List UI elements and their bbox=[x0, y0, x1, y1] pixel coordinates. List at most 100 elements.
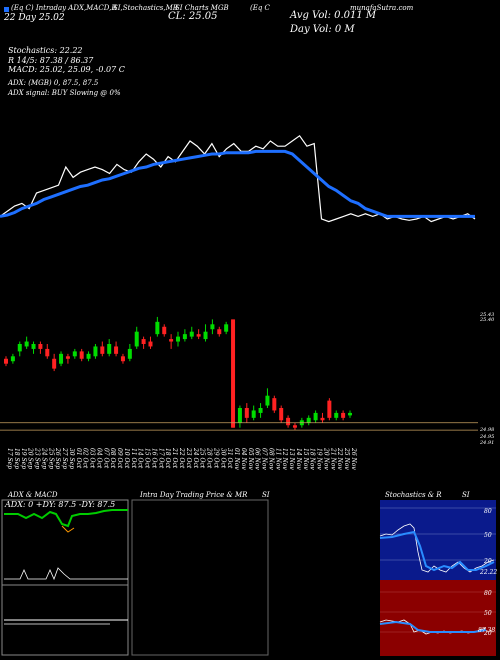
date-label: 21 Oct bbox=[171, 447, 178, 469]
candle-body-10 bbox=[72, 351, 77, 357]
date-label: 24 Oct bbox=[192, 447, 199, 469]
candle-body-3 bbox=[24, 341, 29, 347]
candle-body-37 bbox=[258, 408, 263, 413]
candle-body-15 bbox=[107, 344, 112, 354]
candle-body-41 bbox=[286, 417, 291, 426]
candle-body-21 bbox=[148, 341, 153, 347]
date-label: 22 Nov bbox=[336, 447, 343, 470]
date-label: 18 Sep bbox=[13, 448, 20, 469]
candle-body-48 bbox=[334, 412, 339, 418]
date-axis: 17 Sep 18 Sep 19 Sep 20 Sep 23 Sep 24 Sep 25 S… bbox=[6, 447, 357, 470]
intraday-panel-title: Intra Day Trading Price & MR bbox=[140, 491, 248, 499]
candlestick-area bbox=[4, 316, 352, 431]
date-label: 19 Nov bbox=[316, 448, 323, 470]
header-avg-vol: Avg Vol: 0.011 M bbox=[290, 10, 377, 21]
date-label: 02 Oct bbox=[82, 448, 89, 469]
date-label: 26 Nov bbox=[350, 447, 357, 470]
candle-body-25 bbox=[176, 336, 180, 342]
date-label: 20 Nov bbox=[322, 447, 329, 470]
candle-body-2 bbox=[17, 344, 22, 352]
candle-body-47 bbox=[327, 400, 332, 418]
candle-body-32 bbox=[224, 324, 229, 332]
header-rsi: SI,Stochastics,MR bbox=[113, 4, 179, 12]
candle-body-16 bbox=[114, 346, 119, 354]
date-label: 07 Nov bbox=[261, 448, 268, 470]
date-label: 19 Sep bbox=[20, 448, 27, 469]
candle-body-34 bbox=[237, 408, 242, 423]
candle-body-14 bbox=[100, 346, 105, 354]
date-label: 18 Nov bbox=[309, 448, 316, 470]
candle-body-46 bbox=[320, 417, 325, 421]
candle-body-13 bbox=[93, 346, 98, 357]
stoch-panel-si: SI bbox=[462, 491, 470, 499]
candle-body-9 bbox=[65, 356, 70, 359]
stochastics-panel: 80 50 20 22.22 80 50 20 87.38 bbox=[379, 500, 497, 656]
date-label: 15 Nov bbox=[302, 448, 309, 470]
date-label: 12 Nov bbox=[281, 448, 288, 470]
rsi-tick-20: 20 bbox=[483, 630, 492, 637]
date-label: 20 Sep bbox=[27, 447, 34, 469]
date-label: 15 Oct bbox=[144, 448, 151, 469]
candle-body-35 bbox=[244, 408, 249, 418]
candle-body-17 bbox=[120, 356, 125, 362]
date-label: 23 Sep bbox=[34, 447, 41, 469]
rsi-smooth-line bbox=[379, 620, 487, 633]
adx-minus-di-line bbox=[61, 525, 75, 533]
date-label: 05 Nov bbox=[247, 448, 254, 470]
candle-body-5 bbox=[38, 344, 43, 349]
date-label: 10 Oct bbox=[123, 448, 130, 469]
header-close-price: CL: 25.05 bbox=[168, 11, 218, 22]
candle-body-8 bbox=[59, 353, 64, 364]
candle-body-23 bbox=[162, 326, 167, 335]
date-label: 31 Oct bbox=[226, 448, 233, 469]
support-lines bbox=[0, 422, 478, 431]
candle-body-24 bbox=[169, 339, 174, 342]
adx-readout: ADX: (MGB) 0, 87.5, 87.5 bbox=[8, 79, 99, 87]
date-label: 13 Nov bbox=[288, 448, 295, 470]
candle-body-0 bbox=[4, 358, 8, 364]
adx-panel-readout: ADX: 0 +DY: 87.5 -DY: 87.5 bbox=[4, 500, 115, 509]
candle-body-50 bbox=[348, 412, 352, 416]
date-label: 08 Nov bbox=[267, 448, 274, 470]
rsi-tick-50: 50 bbox=[484, 610, 492, 617]
candle-body-11 bbox=[79, 351, 84, 359]
adx-panel: ADX: 0 +DY: 87.5 -DY: 87.5 bbox=[1, 499, 129, 656]
header-source: munafaSutra.com bbox=[350, 4, 414, 12]
date-label: 29 Oct bbox=[212, 447, 219, 469]
macd-readout: MACD: 25.02, 25.09, -0.07 C bbox=[8, 65, 125, 74]
rsi-value: 87.38 bbox=[478, 627, 495, 634]
candle-body-36 bbox=[251, 410, 256, 418]
date-label: 09 Oct bbox=[116, 448, 123, 469]
date-label: 01 Oct bbox=[75, 448, 82, 469]
date-label: 14 Nov bbox=[295, 448, 302, 470]
date-label: 17 Oct bbox=[157, 448, 164, 469]
date-label: 25 Sep bbox=[47, 447, 54, 469]
moving-average-line bbox=[0, 149, 475, 218]
candle-body-20 bbox=[141, 339, 146, 344]
date-label: 27 Sep bbox=[61, 447, 68, 469]
stoch-d-line bbox=[379, 530, 495, 572]
intraday-panel-si: SI bbox=[262, 491, 270, 499]
candle-body-4 bbox=[31, 344, 36, 349]
date-label: 04 Nov bbox=[240, 448, 247, 470]
date-label: 16 Oct bbox=[150, 448, 157, 469]
price-label-top1: 25.43 bbox=[479, 312, 494, 318]
date-label: 25 Nov bbox=[343, 447, 350, 470]
stoch-tick-50: 50 bbox=[484, 532, 492, 539]
stoch-panel-title: Stochastics & R bbox=[385, 491, 442, 499]
date-label: 07 Oct bbox=[102, 448, 109, 469]
price-label-low3: 24.91 bbox=[479, 440, 494, 446]
candle-body-40 bbox=[279, 408, 284, 421]
date-label: 06 Nov bbox=[254, 448, 261, 470]
date-label: 11 Oct bbox=[130, 448, 137, 469]
candle-body-31 bbox=[217, 329, 222, 335]
date-label: 08 Oct bbox=[109, 448, 116, 469]
price-line bbox=[0, 134, 476, 223]
candle-body-26 bbox=[182, 334, 187, 340]
candle-body-1 bbox=[10, 356, 15, 362]
candle-body-38 bbox=[265, 395, 270, 406]
date-label: 25 Oct bbox=[199, 447, 206, 469]
candle-body-18 bbox=[127, 348, 132, 359]
date-label: 11 Nov bbox=[274, 448, 281, 470]
date-label: 04 Oct bbox=[95, 448, 102, 469]
